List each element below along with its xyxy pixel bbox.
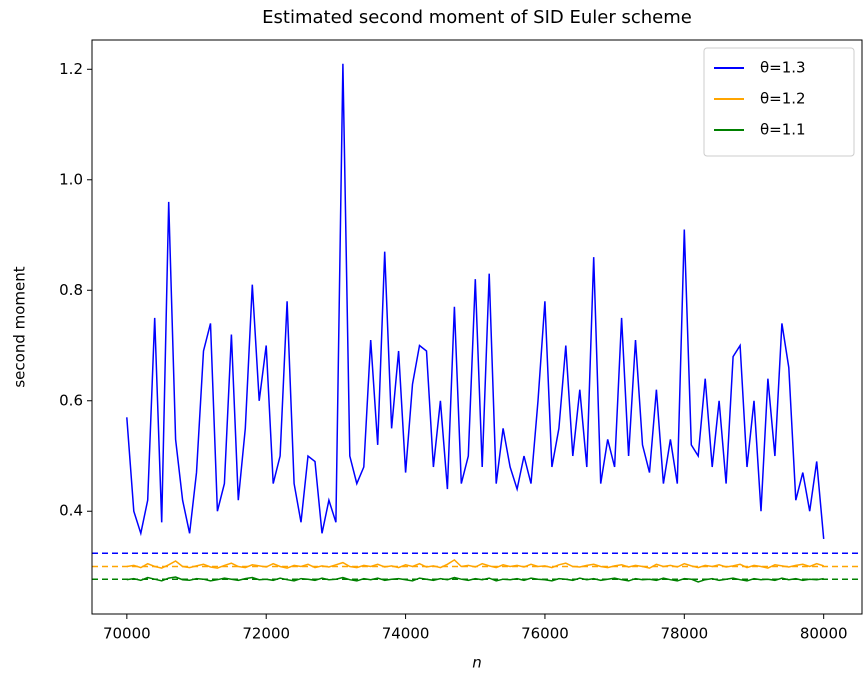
- plot-frame: [91, 39, 863, 615]
- x-tick-label: 80000: [800, 625, 848, 643]
- legend-label: θ=1.1: [760, 121, 806, 139]
- x-tick-label: 74000: [382, 625, 430, 643]
- x-axis-label: n: [472, 654, 482, 672]
- x-tick-label: 78000: [660, 625, 708, 643]
- legend-label: θ=1.3: [760, 59, 806, 77]
- y-tick-label: 0.4: [59, 502, 83, 520]
- y-tick-label: 1.0: [59, 170, 83, 188]
- y-axis-label: second moment: [11, 266, 29, 387]
- series-line: [126, 63, 825, 539]
- y-tick-label: 1.2: [59, 60, 83, 78]
- x-tick-label: 72000: [242, 625, 290, 643]
- chart-title: Estimated second moment of SID Euler sch…: [262, 7, 692, 28]
- y-tick-label: 0.6: [59, 391, 83, 409]
- legend-label: θ=1.2: [760, 90, 806, 108]
- y-tick-label: 0.8: [59, 281, 83, 299]
- x-tick-label: 70000: [103, 625, 151, 643]
- x-tick-label: 76000: [521, 625, 569, 643]
